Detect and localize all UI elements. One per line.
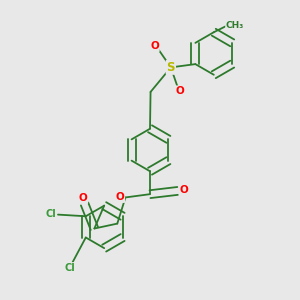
Text: S: S [167,61,175,74]
Text: Cl: Cl [64,263,75,273]
Text: O: O [79,193,87,203]
Text: CH₃: CH₃ [226,21,244,30]
Text: O: O [116,192,124,202]
Text: O: O [176,86,184,96]
Text: O: O [179,185,188,195]
Text: Cl: Cl [45,209,56,219]
Text: O: O [150,41,159,51]
